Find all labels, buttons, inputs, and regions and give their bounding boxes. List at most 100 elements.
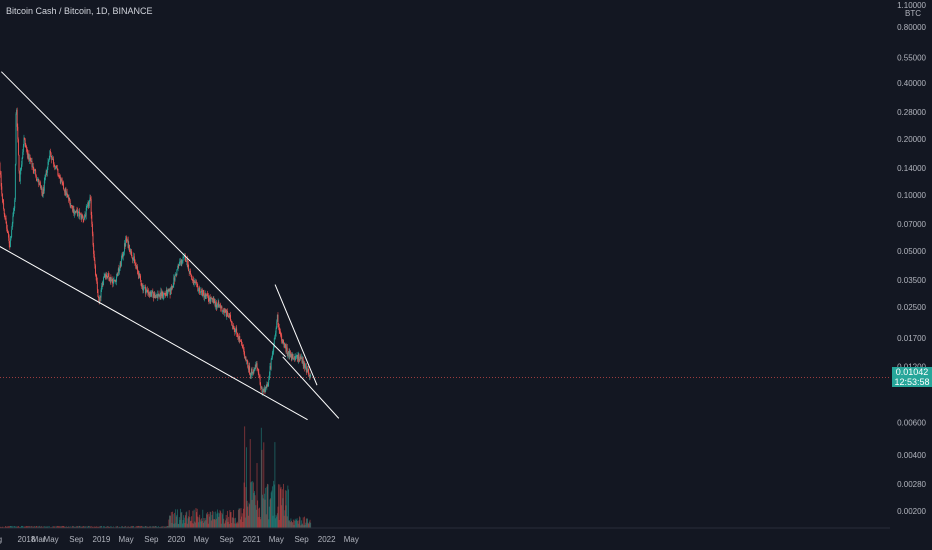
volume-bar bbox=[162, 526, 164, 528]
candle-body bbox=[230, 320, 232, 322]
time-tick-label: Sep bbox=[294, 535, 309, 544]
candle-body bbox=[95, 265, 96, 276]
candle-body bbox=[218, 305, 220, 307]
candle-body bbox=[237, 336, 239, 338]
volume-bar bbox=[178, 517, 180, 528]
candle-body bbox=[0, 172, 1, 175]
candle-body bbox=[181, 262, 183, 264]
volume-bar bbox=[246, 447, 247, 528]
volume-bar bbox=[248, 502, 250, 528]
volume-bar bbox=[139, 526, 141, 528]
candle-body bbox=[77, 212, 79, 217]
candle-body bbox=[220, 306, 222, 309]
volume-bar bbox=[183, 515, 185, 528]
volume-bar bbox=[218, 513, 220, 528]
candle-body bbox=[86, 206, 88, 208]
candle-body bbox=[187, 264, 189, 267]
volume-bar bbox=[17, 526, 19, 528]
price-axis[interactable]: 1.10000 0.80000 0.55000 0.40000 0.28000 0.200… bbox=[897, 1, 926, 516]
candle-body bbox=[151, 291, 153, 293]
symbol-title[interactable]: Bitcoin Cash / Bitcoin, 1D, BINANCE bbox=[6, 6, 153, 16]
candle-body bbox=[11, 229, 13, 237]
candle-body bbox=[257, 369, 259, 373]
candle-body bbox=[129, 251, 131, 253]
volume-bar bbox=[103, 526, 105, 528]
volume-bar bbox=[275, 518, 276, 528]
volume-bar bbox=[297, 523, 299, 528]
candle-body bbox=[19, 170, 21, 182]
candle-body bbox=[1, 186, 3, 194]
volume-bar bbox=[180, 512, 182, 528]
candle-body bbox=[151, 292, 153, 297]
volume-bar bbox=[90, 526, 92, 528]
candle-body bbox=[24, 139, 26, 145]
bar-countdown: 12:53:58 bbox=[894, 377, 930, 387]
candle-body bbox=[25, 144, 27, 147]
volume-bar bbox=[249, 439, 251, 528]
candle-body bbox=[109, 280, 111, 282]
volume-bar bbox=[79, 525, 81, 528]
volume-bar bbox=[261, 449, 263, 528]
volume-bar bbox=[252, 481, 254, 528]
candle-body bbox=[201, 290, 202, 292]
volume-bar bbox=[138, 526, 140, 528]
volume-bar bbox=[193, 523, 194, 528]
trendline[interactable] bbox=[1, 71, 286, 358]
volume-bar bbox=[62, 526, 64, 528]
candle-body bbox=[244, 354, 246, 359]
volume-bar bbox=[167, 526, 169, 528]
volume-bar bbox=[231, 523, 233, 528]
candle-body bbox=[68, 197, 70, 199]
candle-body bbox=[132, 258, 134, 260]
candle-body bbox=[38, 179, 40, 185]
trendlines[interactable] bbox=[0, 71, 340, 421]
candle-body bbox=[44, 177, 46, 181]
candle-body bbox=[124, 243, 126, 246]
volume-bar bbox=[8, 526, 10, 528]
candle-body bbox=[79, 211, 80, 217]
trendline[interactable] bbox=[0, 242, 308, 421]
candle-body bbox=[69, 200, 71, 207]
candle-body bbox=[304, 366, 306, 368]
volume-bar bbox=[99, 526, 101, 528]
volume-bar bbox=[219, 510, 221, 528]
candle-body bbox=[27, 151, 29, 158]
trendline[interactable] bbox=[274, 284, 318, 386]
volume-bar bbox=[100, 526, 102, 528]
candle-body bbox=[101, 285, 103, 290]
volume-bar bbox=[278, 484, 280, 528]
candle-body bbox=[272, 351, 274, 353]
volume-bar bbox=[299, 516, 300, 528]
candle-body bbox=[22, 152, 24, 158]
candle-body bbox=[59, 176, 61, 183]
volume-bar bbox=[228, 516, 230, 528]
volume-bar bbox=[24, 526, 26, 528]
candle-body bbox=[41, 187, 43, 193]
volume-bar bbox=[106, 526, 108, 528]
candle-body bbox=[168, 289, 170, 292]
volume-bar bbox=[186, 511, 188, 528]
volume-bar bbox=[112, 526, 114, 528]
volume-bar bbox=[278, 519, 280, 528]
volume-bar bbox=[94, 526, 96, 528]
time-tick-label: May bbox=[269, 535, 284, 544]
volume-bar bbox=[77, 526, 79, 528]
candle-body bbox=[82, 215, 83, 217]
trendline[interactable] bbox=[282, 356, 340, 419]
candle-body bbox=[42, 192, 43, 197]
volume-bar bbox=[233, 518, 235, 528]
volume-bar bbox=[15, 526, 17, 528]
volume-bar bbox=[195, 508, 197, 528]
volume-bar bbox=[305, 518, 307, 528]
candle-body bbox=[156, 295, 158, 299]
volume-bar bbox=[200, 521, 202, 528]
volume-bar bbox=[270, 492, 272, 528]
candle-body bbox=[292, 357, 294, 359]
time-axis[interactable]: Aug2018MarMaySep2019MaySep2020MaySep2021… bbox=[0, 535, 359, 544]
candle-body bbox=[238, 337, 239, 340]
candle-body bbox=[153, 293, 155, 298]
volume-bar bbox=[222, 509, 224, 528]
candle-body bbox=[90, 198, 92, 215]
volume-bar bbox=[71, 526, 73, 528]
